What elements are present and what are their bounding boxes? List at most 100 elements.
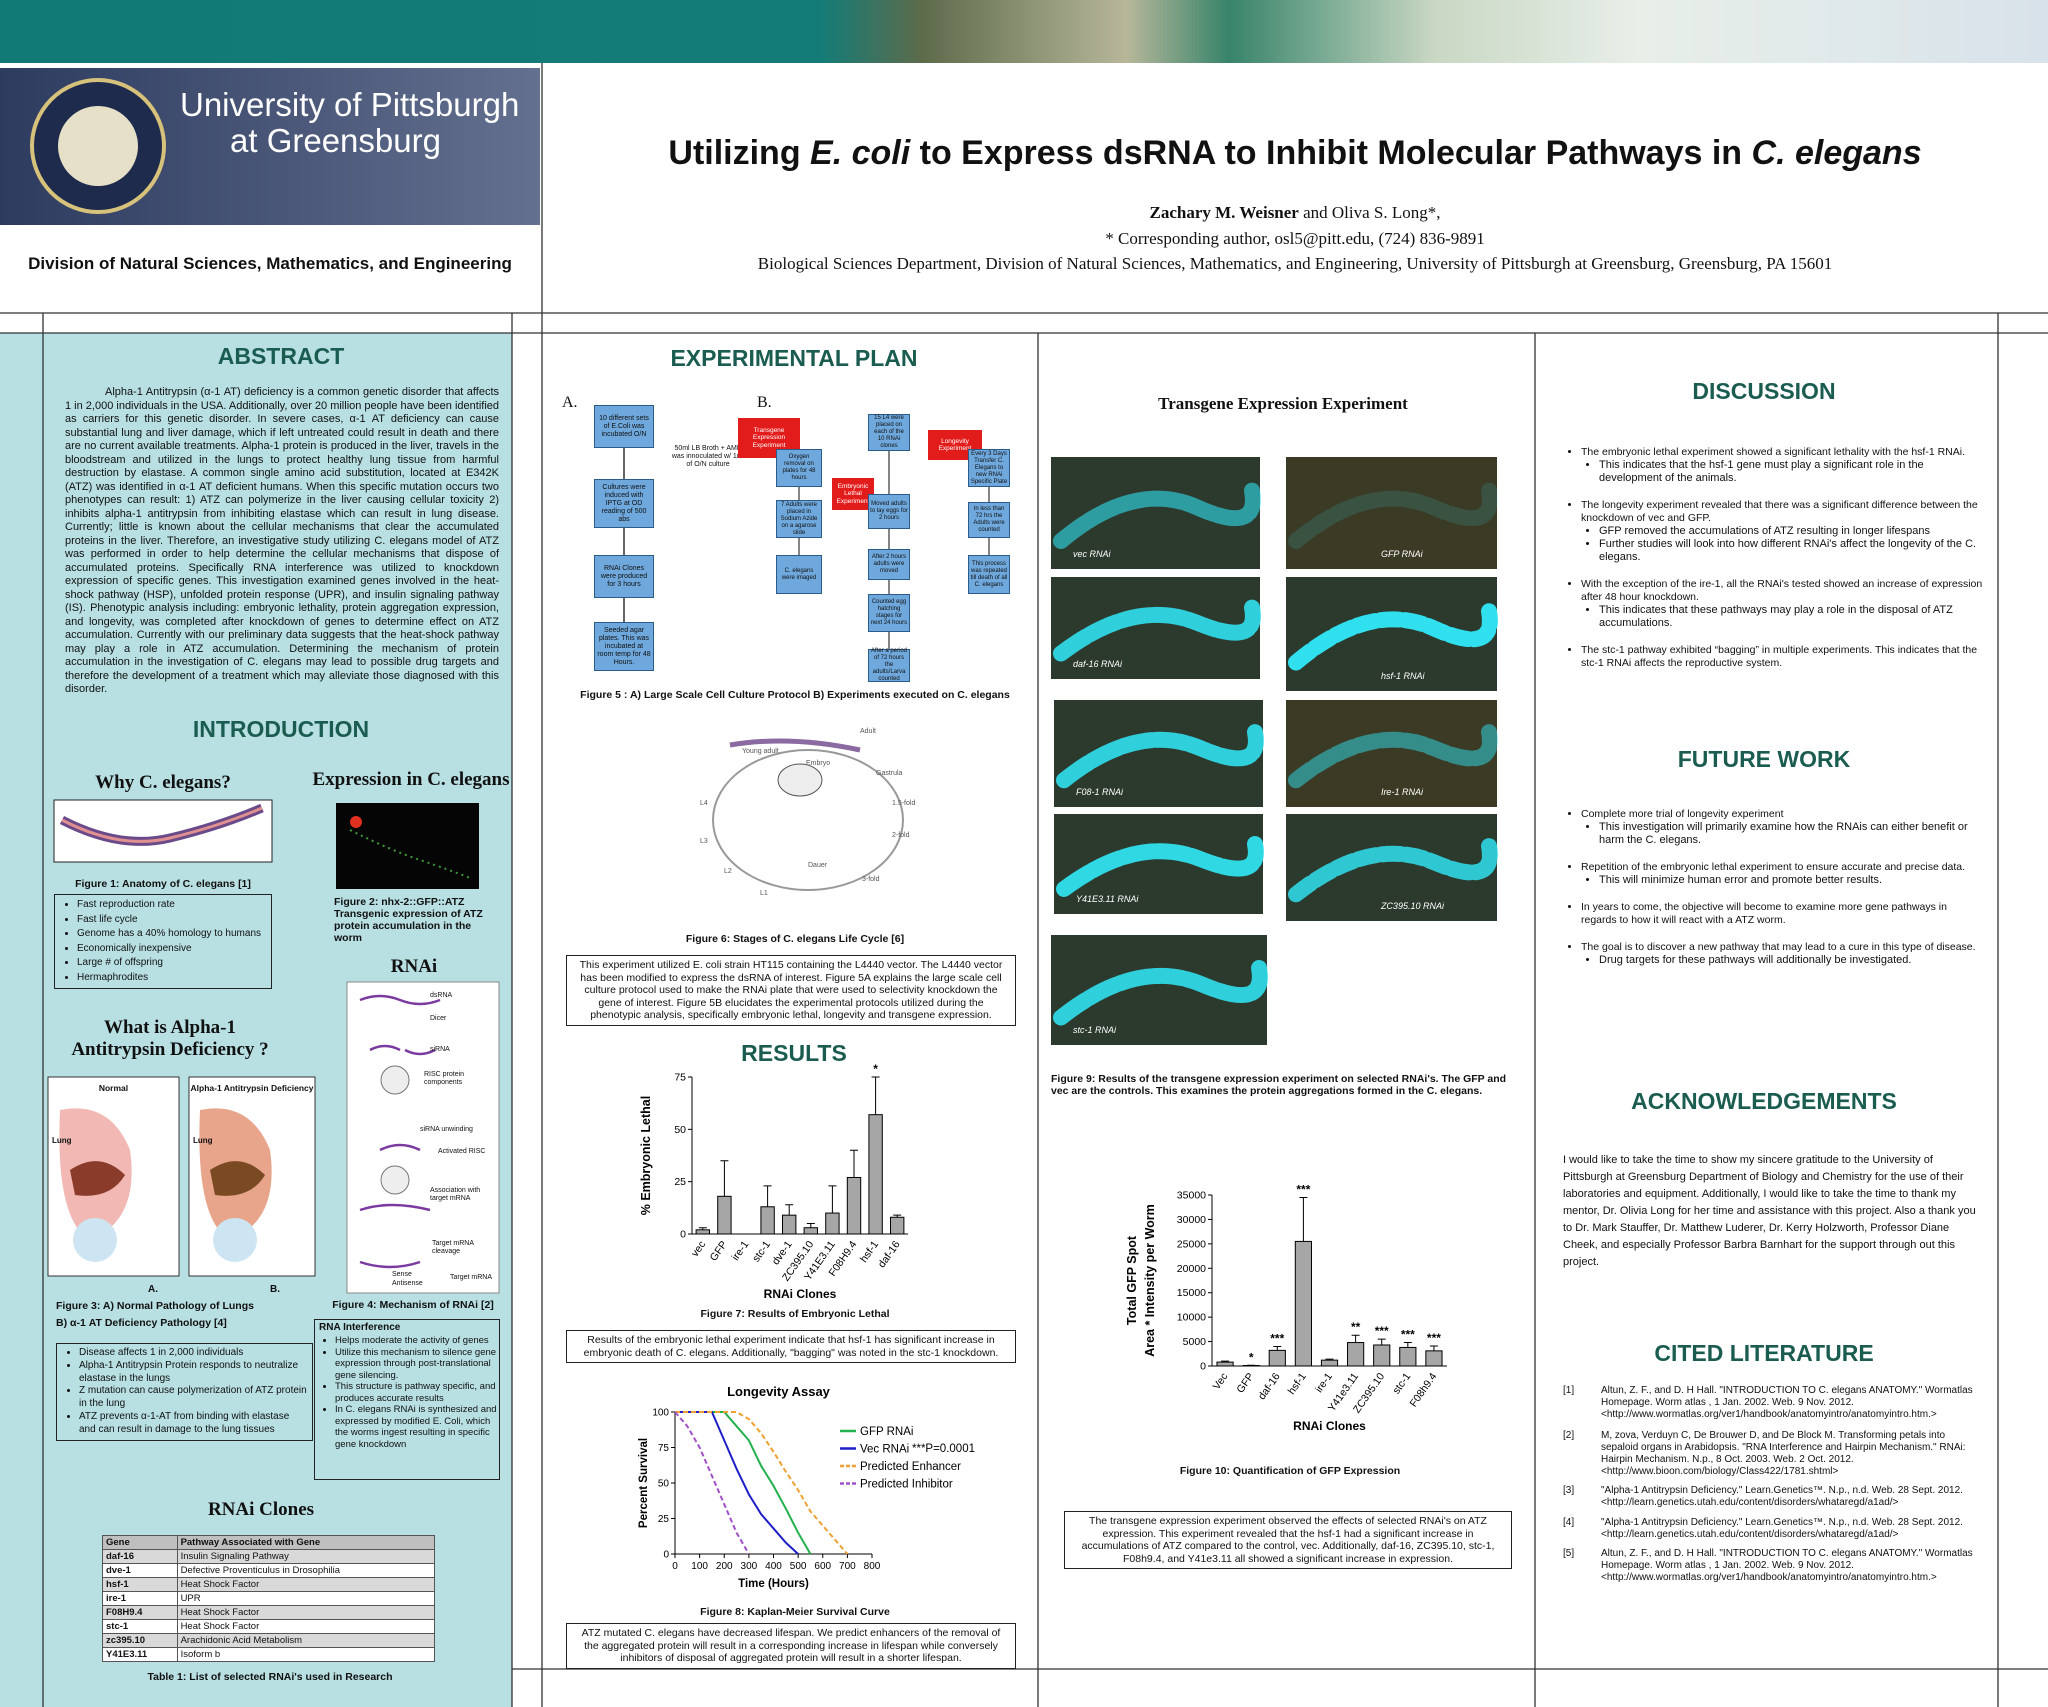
table-cell: Heat Shock Factor [176,1577,436,1592]
text-box: Results of the embryonic lethal experime… [566,1330,1016,1363]
image-label: daf-16 RNAi [1073,659,1123,669]
sub-heading: What is Alpha-1 [104,1017,236,1038]
error-bar [1403,1342,1412,1348]
y-axis-label: Area * Intensity per Worm [1143,1204,1157,1357]
figure-caption: Figure 6: Stages of C. elegans Life Cycl… [685,933,905,945]
table-cell: Heat Shock Factor [176,1605,436,1620]
reference-text: "Alpha-1 Antitrypsin Deficiency." Learn.… [1601,1485,1963,1508]
cycle-label: Embryo [806,760,831,767]
x-tick-label: GFP [1234,1371,1256,1396]
x-tick-label: 0 [672,1561,678,1572]
worm-drawing [729,738,861,753]
author-name: Zachary M. Weisner [1149,203,1299,222]
image-label: Lung [52,1136,72,1145]
y-tick-label: 35000 [1177,1190,1206,1202]
panel-title: Alpha-1 Antitrypsin Deficiency [190,1083,314,1093]
bullet-item: Fast reproduction rate [77,898,267,913]
bar [717,1195,732,1235]
bullet-item: Alpha-1 Antitrypsin Protein responds to … [79,1360,308,1386]
survival-line [674,1411,750,1555]
affiliation: Biological Sciences Department, Division… [757,254,1833,273]
table-cell: daf-16 [102,1549,178,1564]
box-title: RNA Interference [319,1322,401,1333]
risc-drawing [380,1065,410,1095]
significance: ** [1351,1320,1361,1334]
table-row: hsf-1 Heat Shock Factor [102,1577,436,1592]
bullet-item: Repetition of the embryonic lethal exper… [1581,861,1983,887]
bullet-text: The longevity experiment revealed that t… [1581,499,1978,524]
legend-label: GFP RNAi [860,1426,913,1438]
figure-caption: Figure 5 : A) Large Scale Cell Culture P… [580,689,1010,701]
cycle-label: L2 [724,868,732,875]
diagram-label: siRNA [430,1046,450,1053]
y-tick-label: 50 [674,1124,686,1136]
flow-box: This process was repeated till death of … [968,555,1010,594]
diagram-label: Sense [392,1271,412,1278]
error-bar [871,1076,880,1115]
sub-heading: Expression in C. elegans [312,769,510,790]
figure-caption: Figure 1: Anatomy of C. elegans [1] [75,878,251,890]
banner [0,0,2048,63]
bullet-item: The embryonic lethal experiment showed a… [1581,446,1983,485]
sub-list: Drug targets for these pathways will add… [1581,954,1983,967]
bullet-item: This structure is pathway specific, and … [335,1381,499,1404]
error-bar [850,1149,858,1178]
table-row: Y41E3.11 Isoform b [102,1647,436,1662]
experiment-flag: Embryonic Lethal Experiment [832,478,874,510]
table-cell: ire-1 [102,1591,178,1606]
text-box: This experiment utilized E. coli strain … [566,955,1016,1026]
bullet-text: With the exception of the ire-1, all the… [1581,578,1983,603]
y-tick-label: 10000 [1177,1312,1206,1324]
abstract-text: Alpha-1 Antitrypsin (α-1 AT) deficiency … [65,386,499,695]
y-tick-label: 75 [674,1072,686,1084]
diagram-label: dsRNA [430,992,453,999]
x-tick-label: 200 [716,1561,733,1572]
table-cell: Defective Proventiculus in Drosophilia [176,1563,436,1578]
bar [782,1214,797,1235]
division: Division of Natural Sciences, Mathematic… [28,254,512,273]
cycle-label: 2-fold [892,832,910,839]
bullet-text: Repetition of the embryonic lethal exper… [1581,861,1966,873]
section-heading: INTRODUCTION [192,716,370,742]
bar [1425,1350,1443,1367]
y-axis-label: Total GFP Spot [1125,1235,1139,1325]
sub-heading: Antitrypsin Deficiency ? [71,1039,269,1060]
reference-text: Altun, Z. F., and D. H Hall. "INTRODUCTI… [1601,1385,1973,1420]
diagram-label: Antisense [392,1280,423,1287]
image-label: vec RNAi [1073,549,1112,559]
cycle-label: Gastrula [876,770,903,777]
table-cell: Heat Shock Factor [176,1619,436,1634]
bullet-item: Utilize this mechanism to silence gene e… [335,1347,499,1382]
alveoli-image [213,1218,257,1262]
significance: * [873,1062,878,1076]
legend-label: Predicted Enhancer [860,1461,961,1473]
figure-caption: B) α-1 AT Deficiency Pathology [4] [56,1317,227,1329]
table-cell: stc-1 [102,1619,178,1634]
sub-list: GFP removed the accumulations of ATZ res… [1581,525,1983,564]
cycle-label: 1.5-fold [892,800,916,807]
x-tick-label: 400 [765,1561,782,1572]
flow-box: After 2 hours adults were moved [868,549,910,580]
figure-caption: Figure 9: Results of the transgene expre… [1051,1073,1507,1097]
error-bar [1273,1345,1282,1351]
cycle-label: L1 [760,890,768,897]
sub-list: This will minimize human error and promo… [1581,874,1983,887]
bar [1294,1240,1312,1367]
image-detail [350,816,362,828]
x-axis-label: RNAi Clones [764,1287,837,1301]
worm-image [61,806,263,843]
figure-caption: Figure 2: nhx-2::GFP::ATZ Transgenic exp… [334,896,483,944]
author-name: and Oliva S. Long*, [1298,203,1441,222]
table-row: dve-1 Defective Proventiculus in Drosophi… [102,1563,436,1578]
bar [890,1216,905,1235]
survival-line [675,1411,849,1555]
x-tick-label: daf-16 [876,1239,903,1270]
cycle [712,749,904,891]
x-tick-label: 500 [790,1561,807,1572]
table-cell: Gene [102,1535,178,1550]
flow-box: 15 L4 were placed on each of the 10 RNAi… [868,414,910,451]
poster-title: Utilizing E. coli to Express dsRNA to In… [560,134,2030,173]
panel-title: Normal [98,1083,129,1093]
fluorescence-image [1286,457,1497,569]
cycle-label: L3 [700,838,708,845]
